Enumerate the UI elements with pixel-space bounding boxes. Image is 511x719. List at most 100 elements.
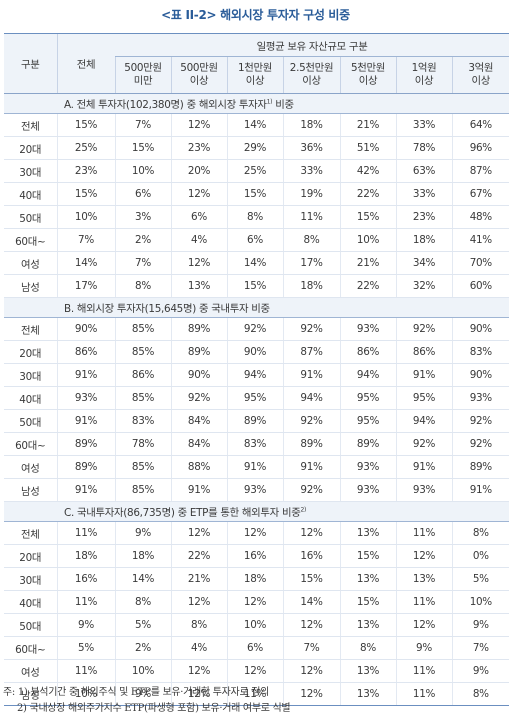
table-cell: 15% <box>339 544 396 568</box>
table-cell: 91% <box>56 363 115 387</box>
table-cell: 21% <box>339 251 396 275</box>
header-bracket-1: 500만원 미만 <box>114 56 171 94</box>
table-cell: 93% <box>339 455 396 479</box>
header-bracket-line: 5천만원 <box>350 62 386 74</box>
header-bracket-line: 이상 <box>302 75 321 87</box>
row-label: 30대 <box>4 363 57 387</box>
table-cell: 90% <box>170 363 227 387</box>
table-cell: 29% <box>226 136 283 160</box>
table-cell: 85% <box>114 478 171 502</box>
row-label: 50대 <box>4 613 57 637</box>
header-category: 구분 <box>4 33 57 94</box>
table-cell: 86% <box>395 340 452 364</box>
table-cell: 12% <box>170 182 227 206</box>
table-cell: 10% <box>114 659 171 683</box>
header-bracket-2: 500만원 이상 <box>170 56 227 94</box>
table-cell: 96% <box>451 136 510 160</box>
table-cell: 17% <box>56 274 115 298</box>
table-row: 60대~ 7% 2% 4% 6% 8% 10% 18% 41% <box>4 228 510 252</box>
row-label: 60대~ <box>4 228 57 252</box>
table-row: 남성 17% 8% 13% 15% 18% 22% 32% 60% <box>4 274 510 298</box>
table-cell: 15% <box>56 113 115 137</box>
table-cell: 84% <box>170 409 227 433</box>
table-cell: 12% <box>282 682 340 706</box>
table-cell: 91% <box>56 409 115 433</box>
table-row: 여성 14% 7% 12% 14% 17% 21% 34% 70% <box>4 251 510 275</box>
table-cell: 94% <box>282 386 340 410</box>
table-cell: 18% <box>395 228 452 252</box>
table-cell: 91% <box>282 363 340 387</box>
footnote-1: 주: 1) 분석기간 중 해외주식 및 ETP를 보유·거래한 투자자로 정의 <box>3 687 270 698</box>
section-title: B. 해외시장 투자자(15,645명) 중 국내투자 비중 <box>64 303 270 315</box>
table-cell: 8% <box>114 274 171 298</box>
table-cell: 11% <box>395 659 452 683</box>
table-cell: 83% <box>226 432 283 456</box>
table-cell: 93% <box>339 317 396 341</box>
table-cell: 6% <box>170 205 227 229</box>
header-bracket-3: 1천만원 이상 <box>226 56 283 94</box>
table-cell: 8% <box>451 521 510 545</box>
header-bracket-line: 1억원 <box>411 62 437 74</box>
table-cell: 12% <box>170 251 227 275</box>
table-cell: 18% <box>226 567 283 591</box>
row-label: 남성 <box>4 682 57 706</box>
table-cell: 34% <box>395 251 452 275</box>
section-footnote-mark: 1) <box>266 98 273 106</box>
table-cell: 93% <box>395 478 452 502</box>
table-cell: 33% <box>395 113 452 137</box>
table-cell: 12% <box>395 544 452 568</box>
row-label: 20대 <box>4 544 57 568</box>
table-cell: 89% <box>170 340 227 364</box>
row-label: 20대 <box>4 136 57 160</box>
section-header: C. 국내투자자(86,735명) 중 ETP를 통한 해외투자 비중2) <box>4 501 510 522</box>
table-cell: 91% <box>395 455 452 479</box>
table-cell: 11% <box>56 659 115 683</box>
table-cell: 11% <box>395 590 452 614</box>
table-cell: 12% <box>282 521 340 545</box>
table-cell: 13% <box>339 567 396 591</box>
table-cell: 95% <box>395 386 452 410</box>
table-cell: 91% <box>56 478 115 502</box>
table-cell: 12% <box>170 590 227 614</box>
header-bracket-line: 이상 <box>471 75 491 87</box>
table-cell: 15% <box>226 274 283 298</box>
table-cell: 25% <box>56 136 115 160</box>
row-label: 30대 <box>4 159 57 183</box>
investor-composition-table: 구분 전체 일평균 보유 자산규모 구분 500만원 미만 500만원 이상 1천만원 이… <box>4 33 510 706</box>
table-cell: 22% <box>170 544 227 568</box>
table-cell: 78% <box>114 432 171 456</box>
table-cell: 5% <box>451 567 510 591</box>
table-cell: 84% <box>170 432 227 456</box>
header-bracket-line: 이상 <box>245 75 265 87</box>
header-total: 전체 <box>56 33 115 94</box>
table-row: 20대 25% 15% 23% 29% 36% 51% 78% 96% <box>4 136 510 160</box>
table-cell: 95% <box>226 386 283 410</box>
table-cell: 91% <box>170 478 227 502</box>
table-cell: 93% <box>339 478 396 502</box>
header-bracket-line: 이상 <box>414 75 434 87</box>
table-cell: 89% <box>56 455 115 479</box>
table-cell: 85% <box>114 455 171 479</box>
table-cell: 14% <box>226 251 283 275</box>
table-cell: 60% <box>451 274 510 298</box>
table-cell: 11% <box>395 521 452 545</box>
table-cell: 10% <box>56 205 115 229</box>
table-cell: 12% <box>226 590 283 614</box>
table-cell: 86% <box>339 340 396 364</box>
table-cell: 63% <box>395 159 452 183</box>
table-cell: 36% <box>282 136 340 160</box>
table-cell: 89% <box>56 432 115 456</box>
table-cell: 91% <box>226 455 283 479</box>
table-cell: 15% <box>339 205 396 229</box>
table-cell: 6% <box>226 636 283 660</box>
table-cell: 90% <box>451 317 510 341</box>
table-cell: 22% <box>339 274 396 298</box>
table-cell: 41% <box>451 228 510 252</box>
table-cell: 23% <box>170 136 227 160</box>
table-cell: 12% <box>170 521 227 545</box>
table-cell: 67% <box>451 182 510 206</box>
table-cell: 7% <box>282 636 340 660</box>
table-row: 50대 10% 3% 6% 8% 11% 15% 23% 48% <box>4 205 510 229</box>
table-cell: 3% <box>114 205 171 229</box>
